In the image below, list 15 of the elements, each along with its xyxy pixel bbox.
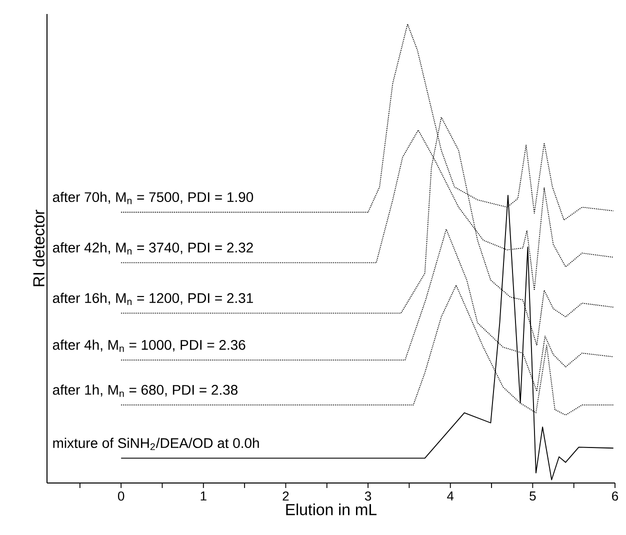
x-tick-label: 2 xyxy=(282,491,289,501)
x-tick-label: 3 xyxy=(364,491,372,501)
x-tick-label: 1 xyxy=(200,492,206,500)
x-tick-label: 5 xyxy=(530,492,536,501)
series-label: after 70h, M$_{n}$ = 7500, PDI = 1.90 xyxy=(52,192,254,204)
series-label: after 1h, M$_{n}$ = 680, PDI = 2.38 xyxy=(52,384,238,397)
series-label: after 42h, M$_{n}$ = 3740, PDI = 2.32 xyxy=(52,242,253,255)
x-tick-label: 0 xyxy=(118,491,124,501)
x-axis-title: Elution in mL xyxy=(286,504,377,516)
series-label: after 16h, M$_{n}$ = 1200, PDI = 2.31 xyxy=(52,292,253,306)
series-label: mixture of SiNH$_{2}$/DEA/OD at 0.0h xyxy=(53,438,259,450)
x-tick-label: 6 xyxy=(612,491,618,501)
y-axis-title: RI detector xyxy=(32,210,44,286)
series-label: after 4h, M$_{n}$ = 1000, PDI = 2.36 xyxy=(52,340,246,352)
x-tick-label: 4 xyxy=(447,492,454,500)
